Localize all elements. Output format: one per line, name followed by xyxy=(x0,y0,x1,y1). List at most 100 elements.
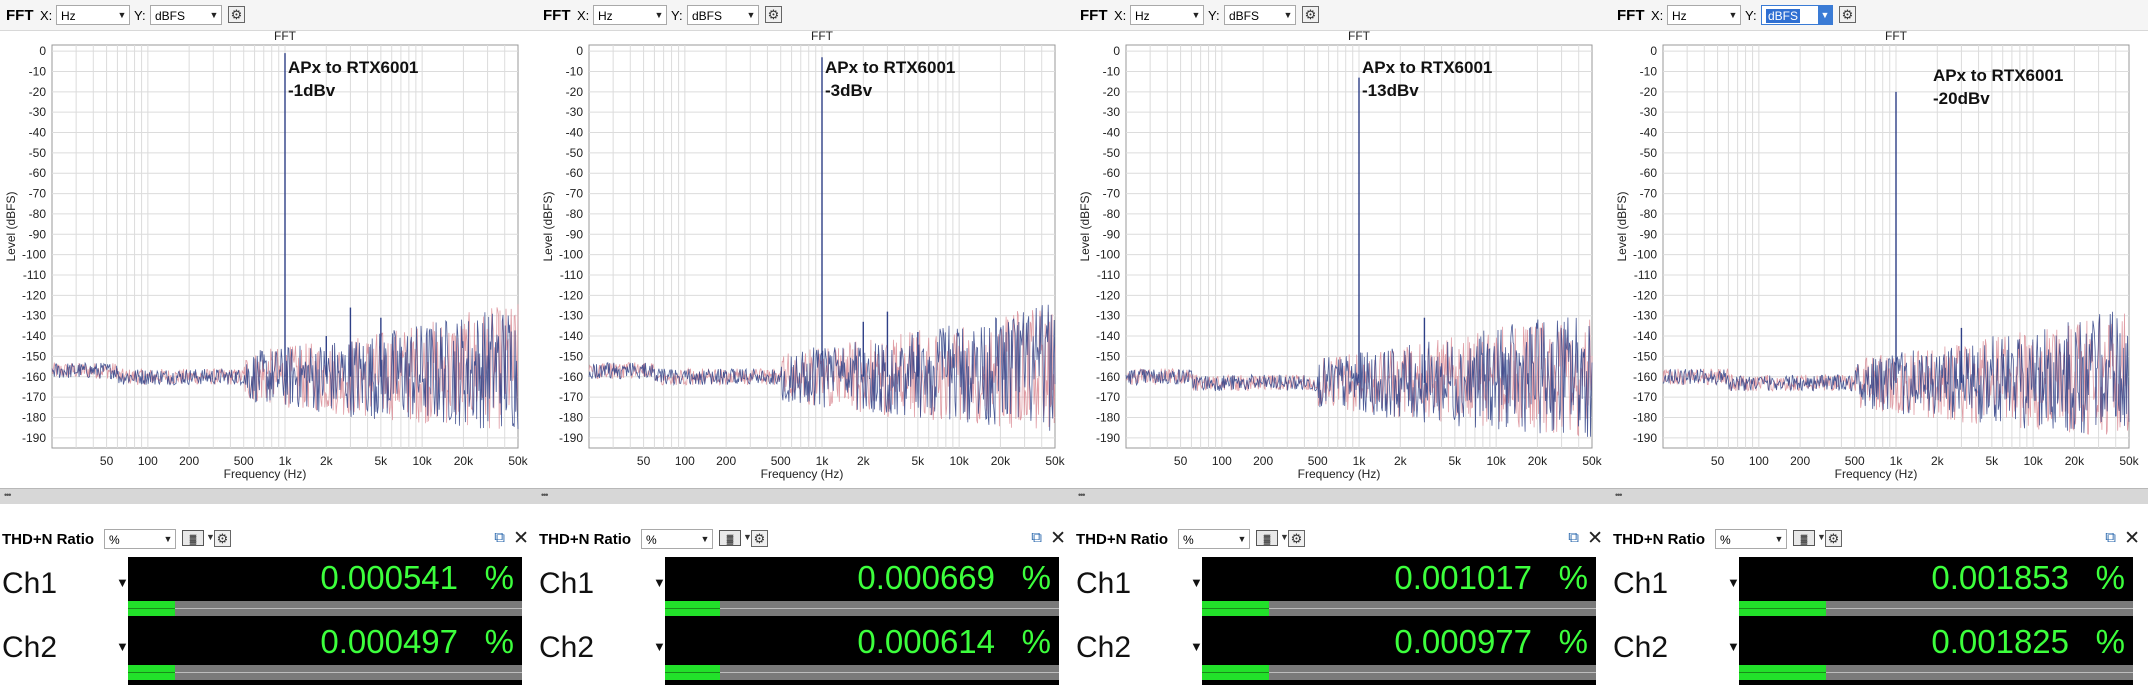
y-unit-select[interactable]: dBFS ▼ xyxy=(1224,5,1296,25)
chevron-down-icon: ▼ xyxy=(1191,10,1201,20)
chevron-down-icon: ▼ xyxy=(206,532,215,542)
y-tick-label: -20 xyxy=(566,85,584,99)
y-tick-label: -160 xyxy=(1096,370,1120,384)
thd-meter: 0.001853% xyxy=(1739,557,2133,621)
y-tick-label: -150 xyxy=(22,349,46,363)
x-unit-select[interactable]: Hz ▼ xyxy=(56,5,130,25)
channel-dropdown-icon[interactable]: ▼ xyxy=(1190,639,1203,654)
y-tick-label: -30 xyxy=(29,105,47,119)
meter-value: 0.000614 xyxy=(857,623,995,660)
y-tick-label: -70 xyxy=(1103,187,1121,201)
channel-row: Ch1 ▼ 0.000541% xyxy=(0,557,537,621)
y-tick-label: -190 xyxy=(1633,431,1657,445)
annotation-line-1: APx to RTX6001 xyxy=(1933,66,2064,85)
thd-unit-select[interactable]: % ▼ xyxy=(1178,529,1250,549)
grip-icon: ••• xyxy=(1615,490,1623,500)
meter-unit: % xyxy=(2095,559,2125,596)
panel-splitter[interactable]: ••• xyxy=(0,488,537,504)
y-tick-label: -180 xyxy=(1096,410,1120,424)
channel-dropdown-icon[interactable]: ▼ xyxy=(1190,575,1203,590)
x-tick-label: 20k xyxy=(454,454,474,468)
x-tick-label: 5k xyxy=(1986,454,2000,468)
close-icon[interactable]: ✕ xyxy=(1587,528,1603,549)
y-tick-label: -30 xyxy=(1640,105,1658,119)
x-axis-label: X: xyxy=(577,8,590,23)
meter-unit: % xyxy=(1558,559,1588,596)
meter-bar-track xyxy=(128,665,522,680)
meter-display-icon[interactable]: ▓ xyxy=(1793,530,1815,546)
y-tick-label: -100 xyxy=(559,248,583,262)
series-trace-ch2 xyxy=(1662,313,2130,435)
popout-icon[interactable]: ⧉ xyxy=(1568,529,1579,546)
thd-title: THD+N Ratio xyxy=(1613,531,1706,548)
y-unit-select[interactable]: dBFS ▼ xyxy=(150,5,222,25)
x-unit-value: Hz xyxy=(1135,9,1150,23)
meter-value: 0.001825 xyxy=(1931,623,2069,660)
channel-dropdown-icon[interactable]: ▼ xyxy=(1727,575,1740,590)
channel-dropdown-icon[interactable]: ▼ xyxy=(116,575,129,590)
y-tick-label: -140 xyxy=(1633,329,1657,343)
meter-value: 0.000669 xyxy=(857,559,995,596)
popout-icon[interactable]: ⧉ xyxy=(494,529,505,546)
gear-icon[interactable]: ⚙ xyxy=(1825,530,1842,547)
x-tick-label: 1k xyxy=(279,454,293,468)
chart-title: FFT xyxy=(1885,29,1907,43)
x-unit-value: Hz xyxy=(598,9,613,23)
y-unit-select[interactable]: dBFS ▼ xyxy=(1761,5,1833,25)
gear-icon[interactable]: ⚙ xyxy=(765,6,782,23)
close-icon[interactable]: ✕ xyxy=(2124,528,2140,549)
gear-icon[interactable]: ⚙ xyxy=(1839,6,1856,23)
channel-dropdown-icon[interactable]: ▼ xyxy=(1727,639,1740,654)
gear-icon[interactable]: ⚙ xyxy=(751,530,768,547)
panel-splitter[interactable]: ••• xyxy=(1074,488,1611,504)
gear-icon[interactable]: ⚙ xyxy=(228,6,245,23)
panel-splitter[interactable]: ••• xyxy=(537,488,1074,504)
y-tick-label: -90 xyxy=(29,227,47,241)
x-tick-label: 50 xyxy=(1174,454,1188,468)
meter-display-icon[interactable]: ▓ xyxy=(719,530,741,546)
gear-icon[interactable]: ⚙ xyxy=(1288,530,1305,547)
channel-name: Ch2 xyxy=(1076,631,1132,664)
thd-unit-select[interactable]: % ▼ xyxy=(641,529,713,549)
channel-name: Ch2 xyxy=(539,631,595,664)
channel-dropdown-icon[interactable]: ▼ xyxy=(653,575,666,590)
toolbar-title: FFT xyxy=(1617,7,1645,24)
x-unit-value: Hz xyxy=(61,9,76,23)
toolbar-title: FFT xyxy=(1080,7,1108,24)
channel-dropdown-icon[interactable]: ▼ xyxy=(116,639,129,654)
x-unit-select[interactable]: Hz ▼ xyxy=(1667,5,1741,25)
fft-panel: FFT X: Hz ▼ Y: dBFS ▼ ⚙ FFT 0 -10 -20 -30 -40 -50 -60 -7… xyxy=(0,0,537,688)
y-axis-label: Y: xyxy=(1745,8,1757,23)
thd-unit-select[interactable]: % ▼ xyxy=(1715,529,1787,549)
annotation-line-2: -1dBv xyxy=(288,81,336,100)
gear-icon[interactable]: ⚙ xyxy=(1302,6,1319,23)
panel-splitter[interactable]: ••• xyxy=(1611,488,2148,504)
chevron-down-icon: ▼ xyxy=(1728,10,1738,20)
x-tick-label: 5k xyxy=(375,454,389,468)
meter-value: 0.000977 xyxy=(1394,623,1532,660)
y-axis-label: Y: xyxy=(1208,8,1220,23)
popout-icon[interactable]: ⧉ xyxy=(1031,529,1042,546)
y-tick-label: -60 xyxy=(566,166,584,180)
channel-dropdown-icon[interactable]: ▼ xyxy=(653,639,666,654)
popout-icon[interactable]: ⧉ xyxy=(2105,529,2116,546)
toolbar-title: FFT xyxy=(543,7,571,24)
thd-toolbar: THD+N Ratio% ▼ ▓ ▼ ⚙ ⧉ ✕ xyxy=(1074,524,1611,554)
close-icon[interactable]: ✕ xyxy=(513,528,529,549)
y-tick-label: -110 xyxy=(23,268,46,282)
chevron-down-icon: ▼ xyxy=(1283,10,1293,20)
meter-bar-fill xyxy=(1739,601,1826,616)
x-unit-select[interactable]: Hz ▼ xyxy=(593,5,667,25)
y-unit-select[interactable]: dBFS ▼ xyxy=(687,5,759,25)
close-icon[interactable]: ✕ xyxy=(1050,528,1066,549)
y-tick-label: -100 xyxy=(22,248,46,262)
meter-display-icon[interactable]: ▓ xyxy=(1256,530,1278,546)
thd-meter: 0.000669% xyxy=(665,557,1059,621)
meter-display-icon[interactable]: ▓ xyxy=(182,530,204,546)
x-unit-select[interactable]: Hz ▼ xyxy=(1130,5,1204,25)
gear-icon[interactable]: ⚙ xyxy=(214,530,231,547)
x-tick-label: 1k xyxy=(816,454,830,468)
thd-toolbar: THD+N Ratio% ▼ ▓ ▼ ⚙ ⧉ ✕ xyxy=(1611,524,2148,554)
thd-unit-select[interactable]: % ▼ xyxy=(104,529,176,549)
x-tick-label: 200 xyxy=(179,454,199,468)
